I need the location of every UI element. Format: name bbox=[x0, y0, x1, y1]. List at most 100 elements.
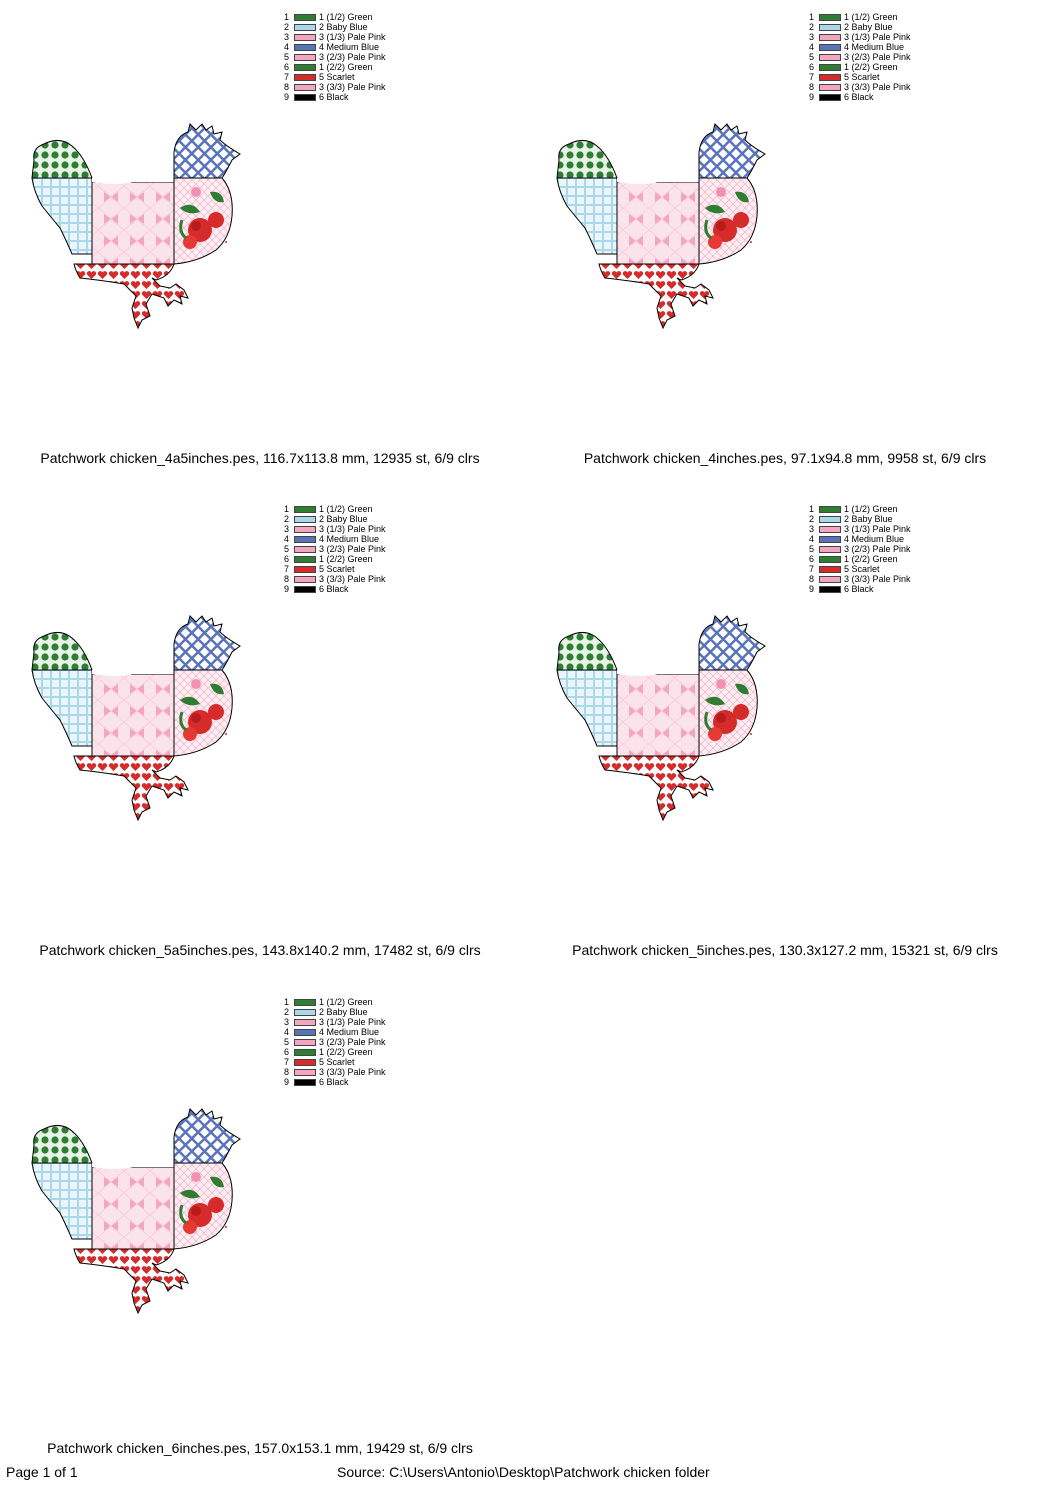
color-swatch bbox=[294, 73, 316, 81]
legend-label: 1 (2/2) Green bbox=[844, 554, 898, 564]
color-swatch bbox=[294, 1048, 316, 1056]
color-swatch bbox=[819, 73, 841, 81]
legend-number: 5 bbox=[284, 52, 290, 62]
color-swatch bbox=[294, 1018, 316, 1026]
color-swatch bbox=[294, 1038, 316, 1046]
legend-number: 6 bbox=[284, 1047, 290, 1057]
page-number: Page 1 of 1 bbox=[6, 1464, 78, 1480]
color-swatch bbox=[294, 33, 316, 41]
legend-number: 2 bbox=[809, 514, 815, 524]
legend-number: 3 bbox=[809, 32, 815, 42]
legend-row: 4 4 Medium Blue bbox=[809, 42, 911, 52]
color-swatch bbox=[819, 555, 841, 563]
legend-row: 8 3 (3/3) Pale Pink bbox=[809, 82, 911, 92]
legend-number: 6 bbox=[284, 554, 290, 564]
chicken-embroidery-image bbox=[31, 123, 241, 330]
legend-number: 5 bbox=[284, 544, 290, 554]
legend-label: 1 (2/2) Green bbox=[319, 554, 373, 564]
legend-label: 2 Baby Blue bbox=[319, 514, 368, 524]
color-swatch bbox=[819, 43, 841, 51]
legend-row: 7 5 Scarlet bbox=[284, 72, 386, 82]
legend-label: 3 (1/3) Pale Pink bbox=[319, 1017, 386, 1027]
legend-label: 2 Baby Blue bbox=[319, 22, 368, 32]
color-swatch bbox=[294, 1028, 316, 1036]
color-swatch bbox=[294, 43, 316, 51]
legend-number: 3 bbox=[284, 32, 290, 42]
color-swatch bbox=[294, 585, 316, 593]
legend-label: 6 Black bbox=[844, 584, 874, 594]
color-swatch bbox=[819, 53, 841, 61]
color-swatch bbox=[294, 1008, 316, 1016]
legend-label: 2 Baby Blue bbox=[319, 1007, 368, 1017]
color-swatch bbox=[294, 53, 316, 61]
legend-number: 7 bbox=[284, 564, 290, 574]
legend-number: 4 bbox=[809, 42, 815, 52]
color-legend: 1 1 (1/2) Green 2 2 Baby Blue 3 3 (1/3) Pale … bbox=[809, 12, 911, 102]
legend-label: 3 (3/3) Pale Pink bbox=[319, 574, 386, 584]
legend-row: 7 5 Scarlet bbox=[809, 564, 911, 574]
color-swatch bbox=[819, 575, 841, 583]
legend-label: 1 (1/2) Green bbox=[844, 504, 898, 514]
legend-label: 1 (2/2) Green bbox=[844, 62, 898, 72]
legend-row: 3 3 (1/3) Pale Pink bbox=[284, 1017, 386, 1027]
chicken-embroidery-image bbox=[556, 615, 766, 822]
legend-label: 3 (1/3) Pale Pink bbox=[319, 32, 386, 42]
color-swatch bbox=[294, 525, 316, 533]
color-swatch bbox=[819, 585, 841, 593]
legend-number: 5 bbox=[809, 52, 815, 62]
legend-label: 3 (2/3) Pale Pink bbox=[844, 52, 911, 62]
color-swatch bbox=[294, 565, 316, 573]
legend-row: 3 3 (1/3) Pale Pink bbox=[809, 524, 911, 534]
legend-row: 8 3 (3/3) Pale Pink bbox=[284, 574, 386, 584]
legend-label: 4 Medium Blue bbox=[844, 42, 905, 52]
legend-number: 2 bbox=[284, 1007, 290, 1017]
legend-row: 7 5 Scarlet bbox=[809, 72, 911, 82]
legend-number: 9 bbox=[284, 92, 290, 102]
legend-label: 5 Scarlet bbox=[319, 1057, 355, 1067]
color-swatch bbox=[819, 535, 841, 543]
legend-row: 9 6 Black bbox=[284, 92, 386, 102]
legend-label: 6 Black bbox=[319, 92, 349, 102]
color-legend: 1 1 (1/2) Green 2 2 Baby Blue 3 3 (1/3) Pale … bbox=[809, 504, 911, 594]
color-swatch bbox=[294, 13, 316, 21]
color-legend: 1 1 (1/2) Green 2 2 Baby Blue 3 3 (1/3) Pale … bbox=[284, 504, 386, 594]
color-swatch bbox=[819, 83, 841, 91]
legend-row: 2 2 Baby Blue bbox=[809, 22, 911, 32]
legend-label: 1 (1/2) Green bbox=[319, 997, 373, 1007]
legend-row: 5 3 (2/3) Pale Pink bbox=[284, 52, 386, 62]
legend-row: 7 5 Scarlet bbox=[284, 1057, 386, 1067]
design-cell-5: 1 1 (1/2) Green 2 2 Baby Blue 3 3 (1/3) Pale … bbox=[0, 985, 525, 1477]
legend-label: 4 Medium Blue bbox=[319, 1027, 380, 1037]
chicken-embroidery-image bbox=[31, 615, 241, 822]
legend-label: 3 (3/3) Pale Pink bbox=[319, 82, 386, 92]
legend-label: 5 Scarlet bbox=[844, 564, 880, 574]
color-swatch bbox=[294, 23, 316, 31]
legend-number: 9 bbox=[809, 584, 815, 594]
color-swatch bbox=[294, 93, 316, 101]
legend-number: 5 bbox=[809, 544, 815, 554]
legend-row: 4 4 Medium Blue bbox=[284, 1027, 386, 1037]
legend-row: 4 4 Medium Blue bbox=[284, 42, 386, 52]
legend-row: 5 3 (2/3) Pale Pink bbox=[284, 1037, 386, 1047]
legend-label: 3 (1/3) Pale Pink bbox=[844, 32, 911, 42]
legend-number: 8 bbox=[284, 82, 290, 92]
legend-label: 5 Scarlet bbox=[319, 72, 355, 82]
source-path: Source: C:\Users\Antonio\Desktop\Patchwo… bbox=[337, 1464, 710, 1480]
legend-label: 3 (3/3) Pale Pink bbox=[844, 574, 911, 584]
color-swatch bbox=[294, 63, 316, 71]
legend-row: 9 6 Black bbox=[284, 1077, 386, 1087]
legend-label: 3 (3/3) Pale Pink bbox=[844, 82, 911, 92]
legend-label: 4 Medium Blue bbox=[319, 534, 380, 544]
color-swatch bbox=[819, 515, 841, 523]
legend-number: 4 bbox=[284, 534, 290, 544]
color-swatch bbox=[294, 515, 316, 523]
legend-label: 1 (1/2) Green bbox=[844, 12, 898, 22]
legend-row: 6 1 (2/2) Green bbox=[284, 62, 386, 72]
color-swatch bbox=[294, 1078, 316, 1086]
legend-label: 3 (2/3) Pale Pink bbox=[844, 544, 911, 554]
legend-row: 2 2 Baby Blue bbox=[284, 22, 386, 32]
color-swatch bbox=[819, 525, 841, 533]
legend-row: 8 3 (3/3) Pale Pink bbox=[809, 574, 911, 584]
legend-label: 6 Black bbox=[319, 584, 349, 594]
legend-number: 1 bbox=[809, 504, 815, 514]
